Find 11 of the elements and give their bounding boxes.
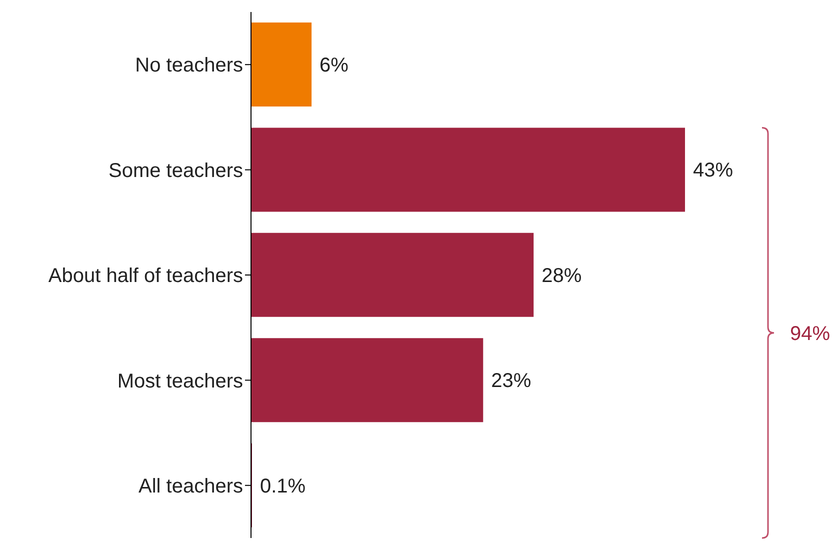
- data-label: 43%: [693, 160, 734, 182]
- data-label: 28%: [542, 264, 582, 287]
- y-tick-label: All teachers: [138, 476, 243, 498]
- data-label: 6%: [320, 54, 349, 77]
- y-tick-label: No teachers: [135, 54, 243, 77]
- y-tick-label: About half of teachers: [48, 265, 243, 288]
- data-label: 23%: [491, 370, 532, 392]
- text: 94%: [790, 322, 830, 345]
- data-label: 0.1%: [260, 475, 306, 498]
- y-tick-label: Most teachers: [117, 370, 243, 392]
- y-tick-label: Some teachers: [108, 160, 243, 182]
